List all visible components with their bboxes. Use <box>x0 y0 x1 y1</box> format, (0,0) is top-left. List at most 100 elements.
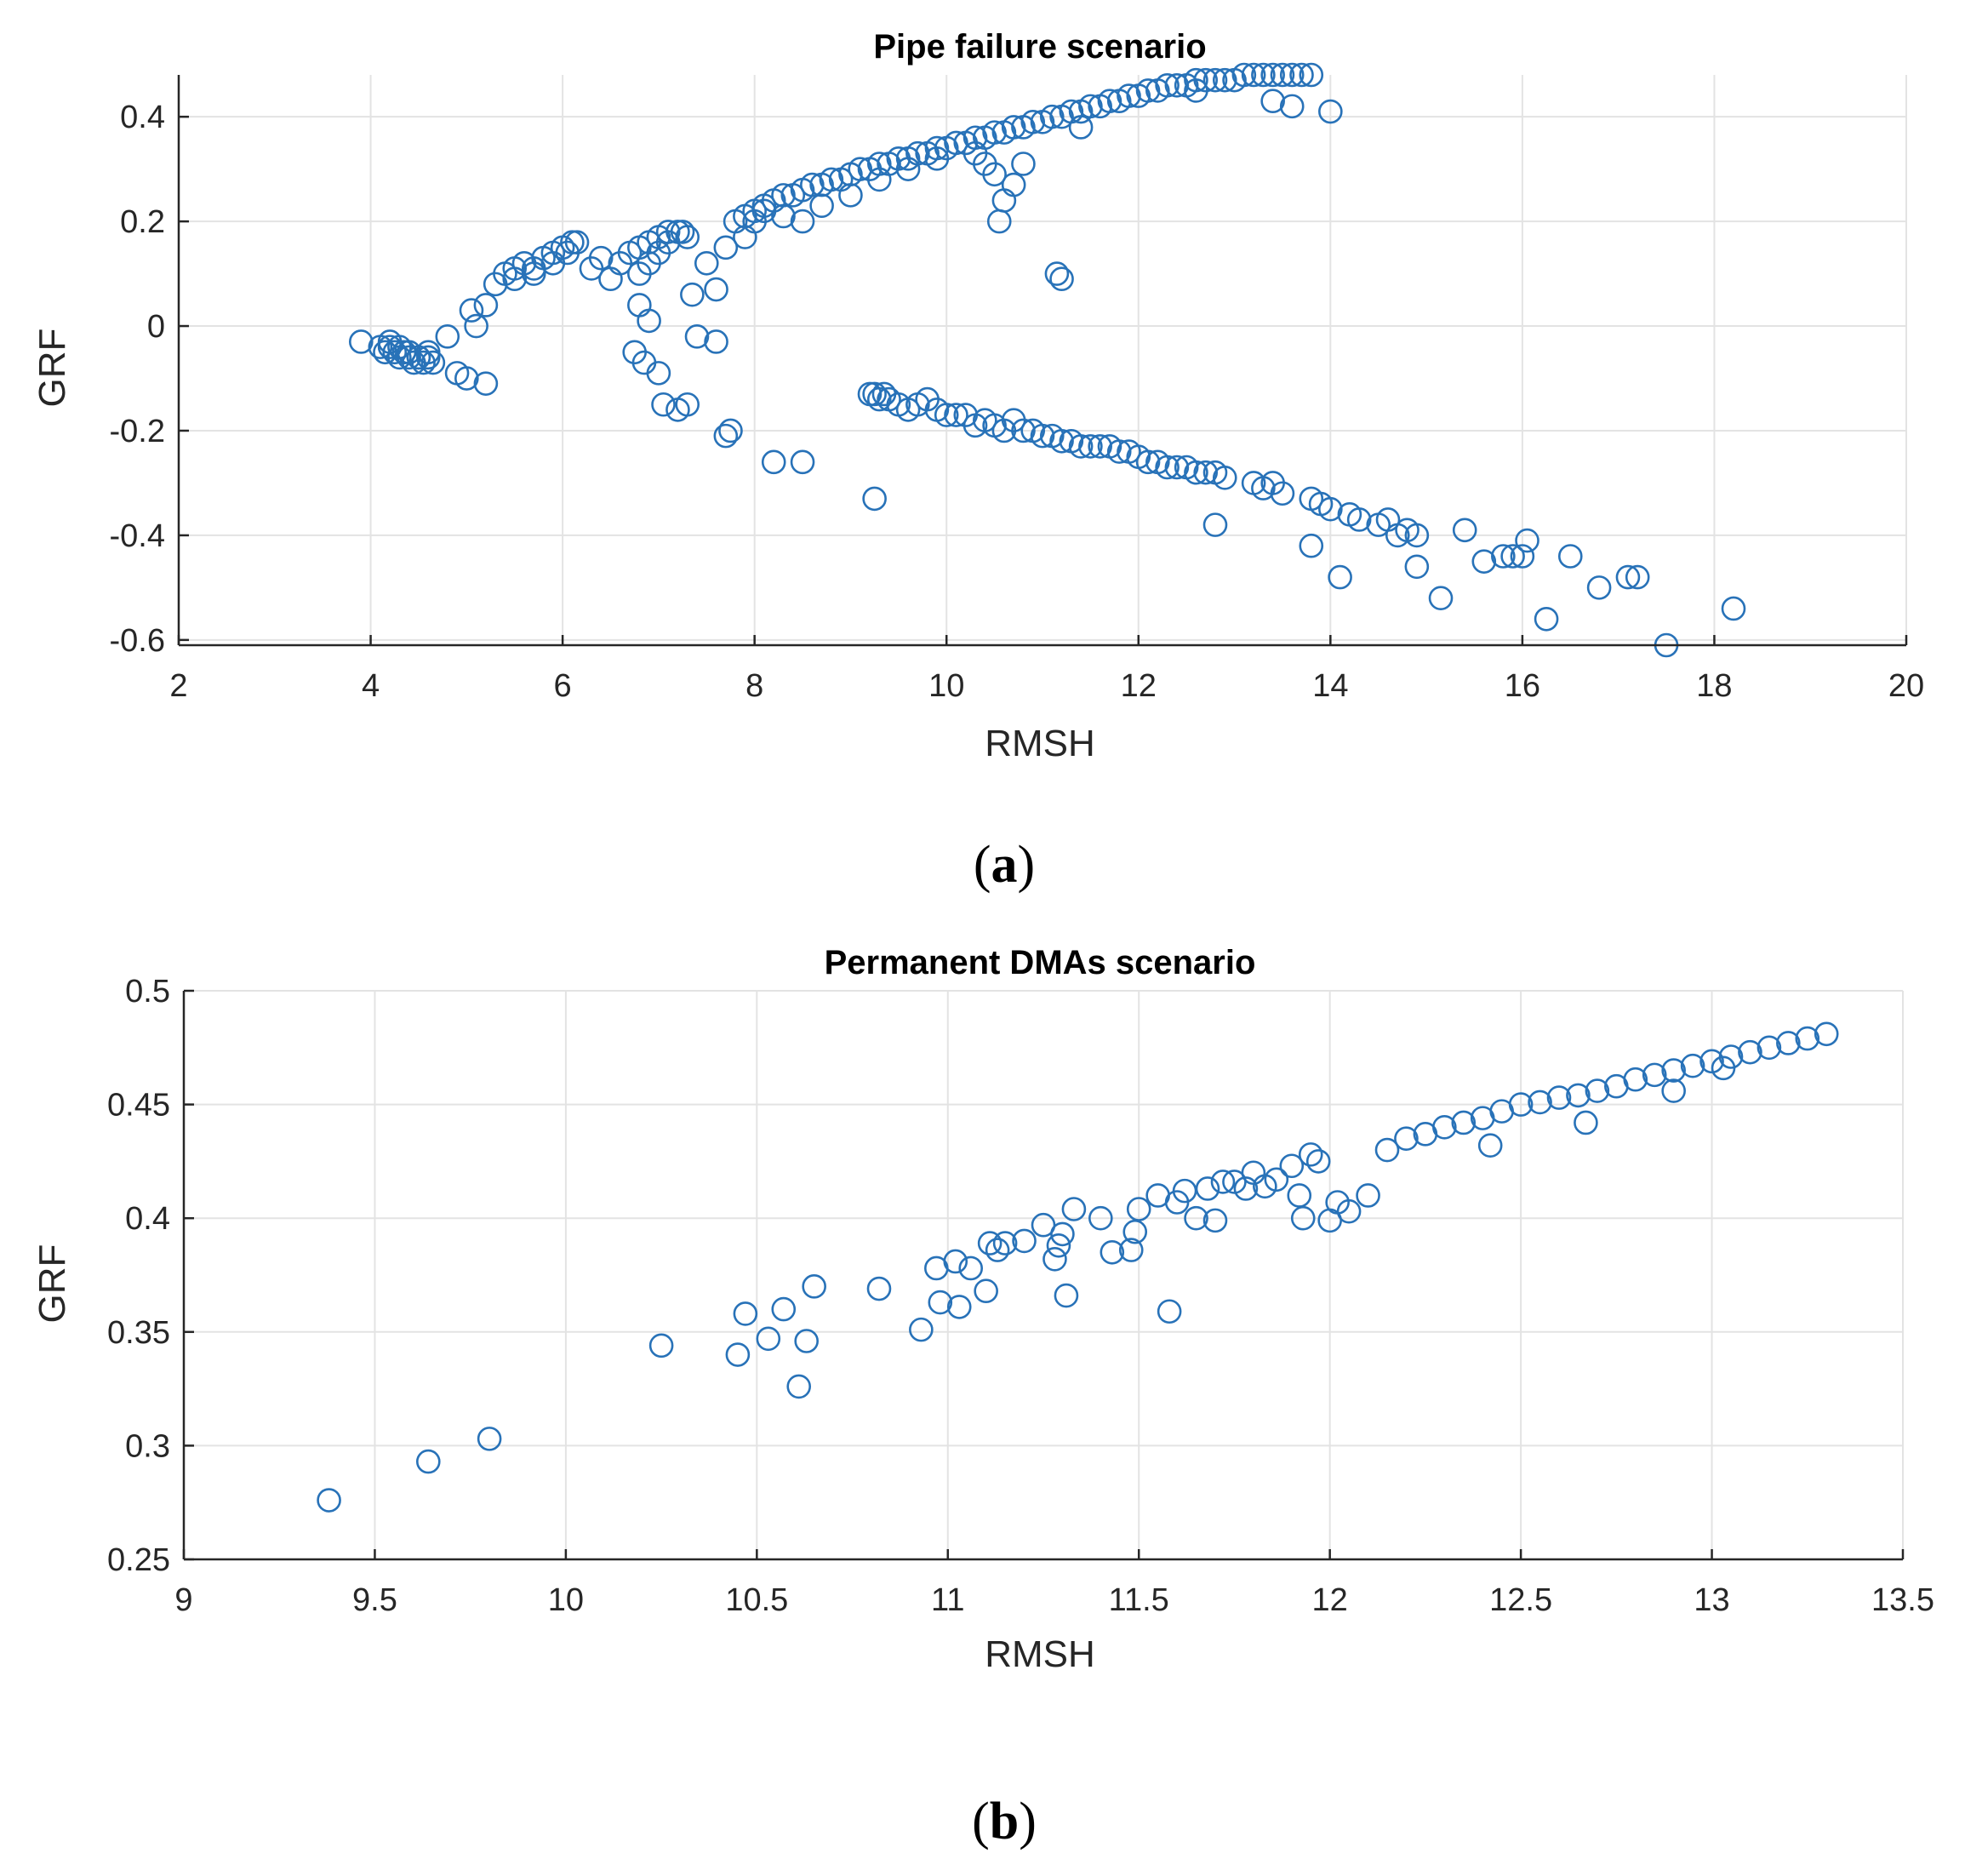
scatter-point <box>1100 1239 1125 1265</box>
scatter-point <box>982 120 1007 145</box>
scatter-point <box>1135 78 1161 103</box>
scatter-point <box>786 1374 812 1399</box>
x-tick-label: 16 <box>1505 668 1540 704</box>
y-tick-label: 0.35 <box>107 1315 170 1351</box>
scatter-point <box>946 1295 972 1319</box>
scatter-point <box>1394 1126 1419 1151</box>
x-tick-label: 18 <box>1696 668 1732 704</box>
scatter-point <box>761 449 786 475</box>
x-tick-label: 8 <box>745 668 763 704</box>
x-tick-label: 13 <box>1694 1582 1729 1618</box>
scatter-point <box>415 1449 441 1474</box>
scatter-point <box>464 313 488 339</box>
scatter-point <box>1210 1170 1236 1194</box>
scatter-point <box>992 1231 1018 1255</box>
scatter-point <box>1050 1221 1075 1247</box>
scatter-point <box>909 1317 934 1342</box>
scatter-point <box>1566 1083 1591 1108</box>
scatter-point <box>809 193 834 218</box>
scatter-point <box>1001 172 1026 197</box>
y-tick-label: 0.3 <box>125 1428 170 1464</box>
scatter-point <box>924 146 950 171</box>
scatter-point <box>1049 266 1074 292</box>
scatter-point <box>1318 496 1343 522</box>
scatter-point <box>1212 67 1237 93</box>
scatter-point <box>670 220 695 244</box>
scatter-point <box>838 183 863 208</box>
x-tick-label: 12.5 <box>1489 1582 1552 1618</box>
scatter-point <box>1534 606 1559 632</box>
x-tick-label: 2 <box>169 668 187 704</box>
scatter-point <box>802 1274 826 1299</box>
scatter-point <box>1298 1142 1323 1167</box>
y-tick-label: 0.25 <box>107 1542 170 1578</box>
scatter-point <box>1164 72 1190 98</box>
x-tick-label: 13.5 <box>1871 1582 1934 1618</box>
x-tick-label: 6 <box>554 668 572 704</box>
scatter-point <box>1711 1055 1736 1081</box>
scatter-point <box>1042 1246 1067 1272</box>
scatter-point <box>555 240 580 266</box>
y-tick-label: -0.6 <box>110 623 165 659</box>
scatter-point <box>977 1231 1002 1255</box>
scatter-point <box>1106 439 1132 464</box>
scatter-point <box>1231 62 1257 88</box>
scatter-point <box>1241 62 1266 88</box>
axes <box>177 75 1908 647</box>
x-tick-label: 9.5 <box>352 1582 397 1618</box>
scatter-point <box>598 266 623 292</box>
chart-permanent-dmas: Permanent DMAs scenario 9 9.5 10 10.5 11 11.5… <box>31 944 1934 1675</box>
scatter-point <box>1193 460 1219 485</box>
subfigure-label-b: (b) <box>972 1793 1037 1850</box>
y-tick-label: 0.4 <box>125 1201 170 1237</box>
scatter-point <box>588 245 614 271</box>
scatter-point <box>415 345 441 370</box>
scatter-point <box>1012 1228 1037 1254</box>
axes <box>182 989 1905 1561</box>
scatter-point <box>704 329 728 354</box>
scatter-point <box>974 1278 998 1304</box>
scatter-point <box>733 225 757 249</box>
scatter-point <box>790 209 815 234</box>
scatter-point <box>1049 428 1074 454</box>
scatter-point <box>1184 460 1208 485</box>
scatter-point <box>1500 544 1525 569</box>
scatter-point <box>1068 434 1094 459</box>
scatter-point <box>1212 466 1237 490</box>
scatter-point <box>1814 1021 1839 1047</box>
scatter-point <box>1039 104 1065 129</box>
scatter-point <box>1699 1049 1724 1074</box>
scatter-point <box>1318 99 1343 124</box>
scatter-point <box>1508 1092 1534 1117</box>
y-tick-label: -0.2 <box>110 414 165 449</box>
scatter-point <box>1155 455 1180 480</box>
scatter-point <box>963 125 988 151</box>
y-tick-label: 0.4 <box>120 100 165 135</box>
tick-labels: 2 4 6 8 10 12 14 16 18 20 -0.6 -0.4 -0.2 0 0.2 0.4 <box>110 100 1925 704</box>
scatter-point <box>373 340 397 365</box>
scatter-point <box>1195 1176 1220 1201</box>
scatter-point <box>1001 115 1026 140</box>
scatter-point <box>1253 1174 1277 1199</box>
scatter-point <box>1346 507 1372 532</box>
scatter-point <box>637 308 661 334</box>
scatter-point <box>871 381 897 407</box>
scatter-point <box>1044 261 1070 286</box>
y-axis-label: GRF <box>31 1244 73 1324</box>
scatter-point <box>1078 94 1103 119</box>
scatter-point <box>1299 62 1324 88</box>
scatter-point <box>1251 62 1276 88</box>
y-tick-label: 0 <box>147 309 165 345</box>
scatter-point <box>1126 1197 1151 1221</box>
scatter-point <box>1157 1299 1182 1324</box>
scatter-point <box>733 1301 758 1326</box>
scatter-point <box>862 486 887 512</box>
scatter-point <box>1088 434 1112 459</box>
scatter-point <box>958 1255 984 1281</box>
scatter-point <box>1078 434 1103 459</box>
scatter-point <box>800 172 825 197</box>
scatter-point <box>680 282 705 307</box>
scatter-point <box>1586 575 1612 600</box>
x-tick-label: 11 <box>931 1582 964 1618</box>
x-tick-label: 10 <box>928 668 964 704</box>
